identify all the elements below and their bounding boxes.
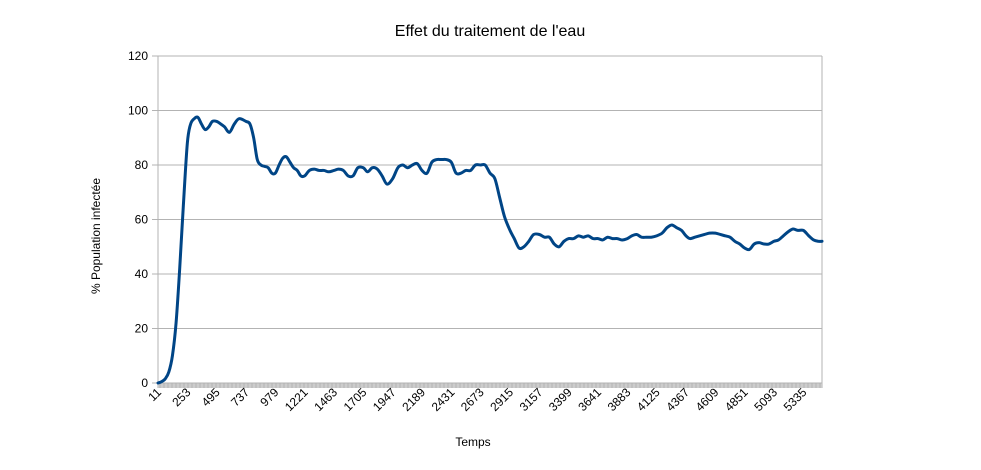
x-tick-label: 3157 <box>517 385 546 414</box>
y-tick-label: 20 <box>135 322 149 336</box>
y-tick-label: 40 <box>135 267 149 281</box>
x-tick-label: 4125 <box>634 385 663 414</box>
axes <box>157 56 823 388</box>
series-layer <box>156 115 824 385</box>
x-tick-label: 1705 <box>341 385 370 414</box>
x-tick-label: 4609 <box>693 385 722 414</box>
y-tick-label: 60 <box>135 213 149 227</box>
x-tick-label: 3883 <box>605 385 634 414</box>
x-tick-label: 495 <box>199 385 223 409</box>
x-tick-label: 5093 <box>751 385 780 414</box>
y-tick-label: 100 <box>128 104 148 118</box>
y-tick-label: 80 <box>135 158 149 172</box>
x-tick-labels: 11 253 495 737 979 1221 1463 1705 1947 2189 2431 26… <box>145 385 809 414</box>
series-line <box>156 115 824 385</box>
x-tick-label: 4367 <box>663 385 692 414</box>
y-tick-label: 120 <box>128 49 148 63</box>
x-tick-label: 3641 <box>575 385 604 414</box>
x-tick-label: 1221 <box>282 385 311 414</box>
x-axis-label: Temps <box>455 435 490 449</box>
x-tick-label: 2673 <box>458 385 487 414</box>
y-tick-label: 0 <box>141 376 148 390</box>
gridlines <box>152 55 822 384</box>
x-tick-label: 1463 <box>311 385 340 414</box>
x-tick-label: 979 <box>257 385 281 409</box>
x-tick-label: 3399 <box>546 385 575 414</box>
x-tick-label: 5335 <box>781 385 810 414</box>
y-axis-label: % Population infectée <box>89 178 103 294</box>
x-tick-label: 2189 <box>399 385 428 414</box>
x-tick-label: 737 <box>228 385 252 409</box>
x-tick-label: 2431 <box>429 385 458 414</box>
x-tick-label: 1947 <box>370 385 399 414</box>
y-tick-labels: 0 20 40 60 80 100 120 <box>128 49 148 390</box>
chart-title: Effet du traitement de l'eau <box>395 23 585 40</box>
x-tick-label: 2915 <box>487 385 516 414</box>
x-tick-label: 4851 <box>722 385 751 414</box>
x-tick-label: 253 <box>169 385 193 409</box>
